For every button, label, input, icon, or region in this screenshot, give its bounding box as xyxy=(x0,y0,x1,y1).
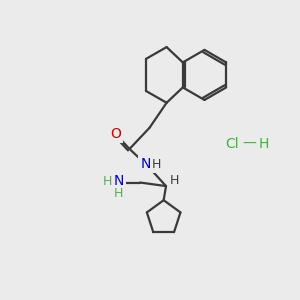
Text: H: H xyxy=(258,137,268,151)
Text: O: O xyxy=(110,127,121,141)
Text: H: H xyxy=(114,187,123,200)
Text: H: H xyxy=(170,174,179,187)
Text: H: H xyxy=(152,158,161,171)
Text: N: N xyxy=(113,174,124,188)
Text: H: H xyxy=(103,175,112,188)
Text: Cl: Cl xyxy=(226,137,239,151)
Text: N: N xyxy=(140,157,151,171)
Text: —: — xyxy=(243,137,256,151)
